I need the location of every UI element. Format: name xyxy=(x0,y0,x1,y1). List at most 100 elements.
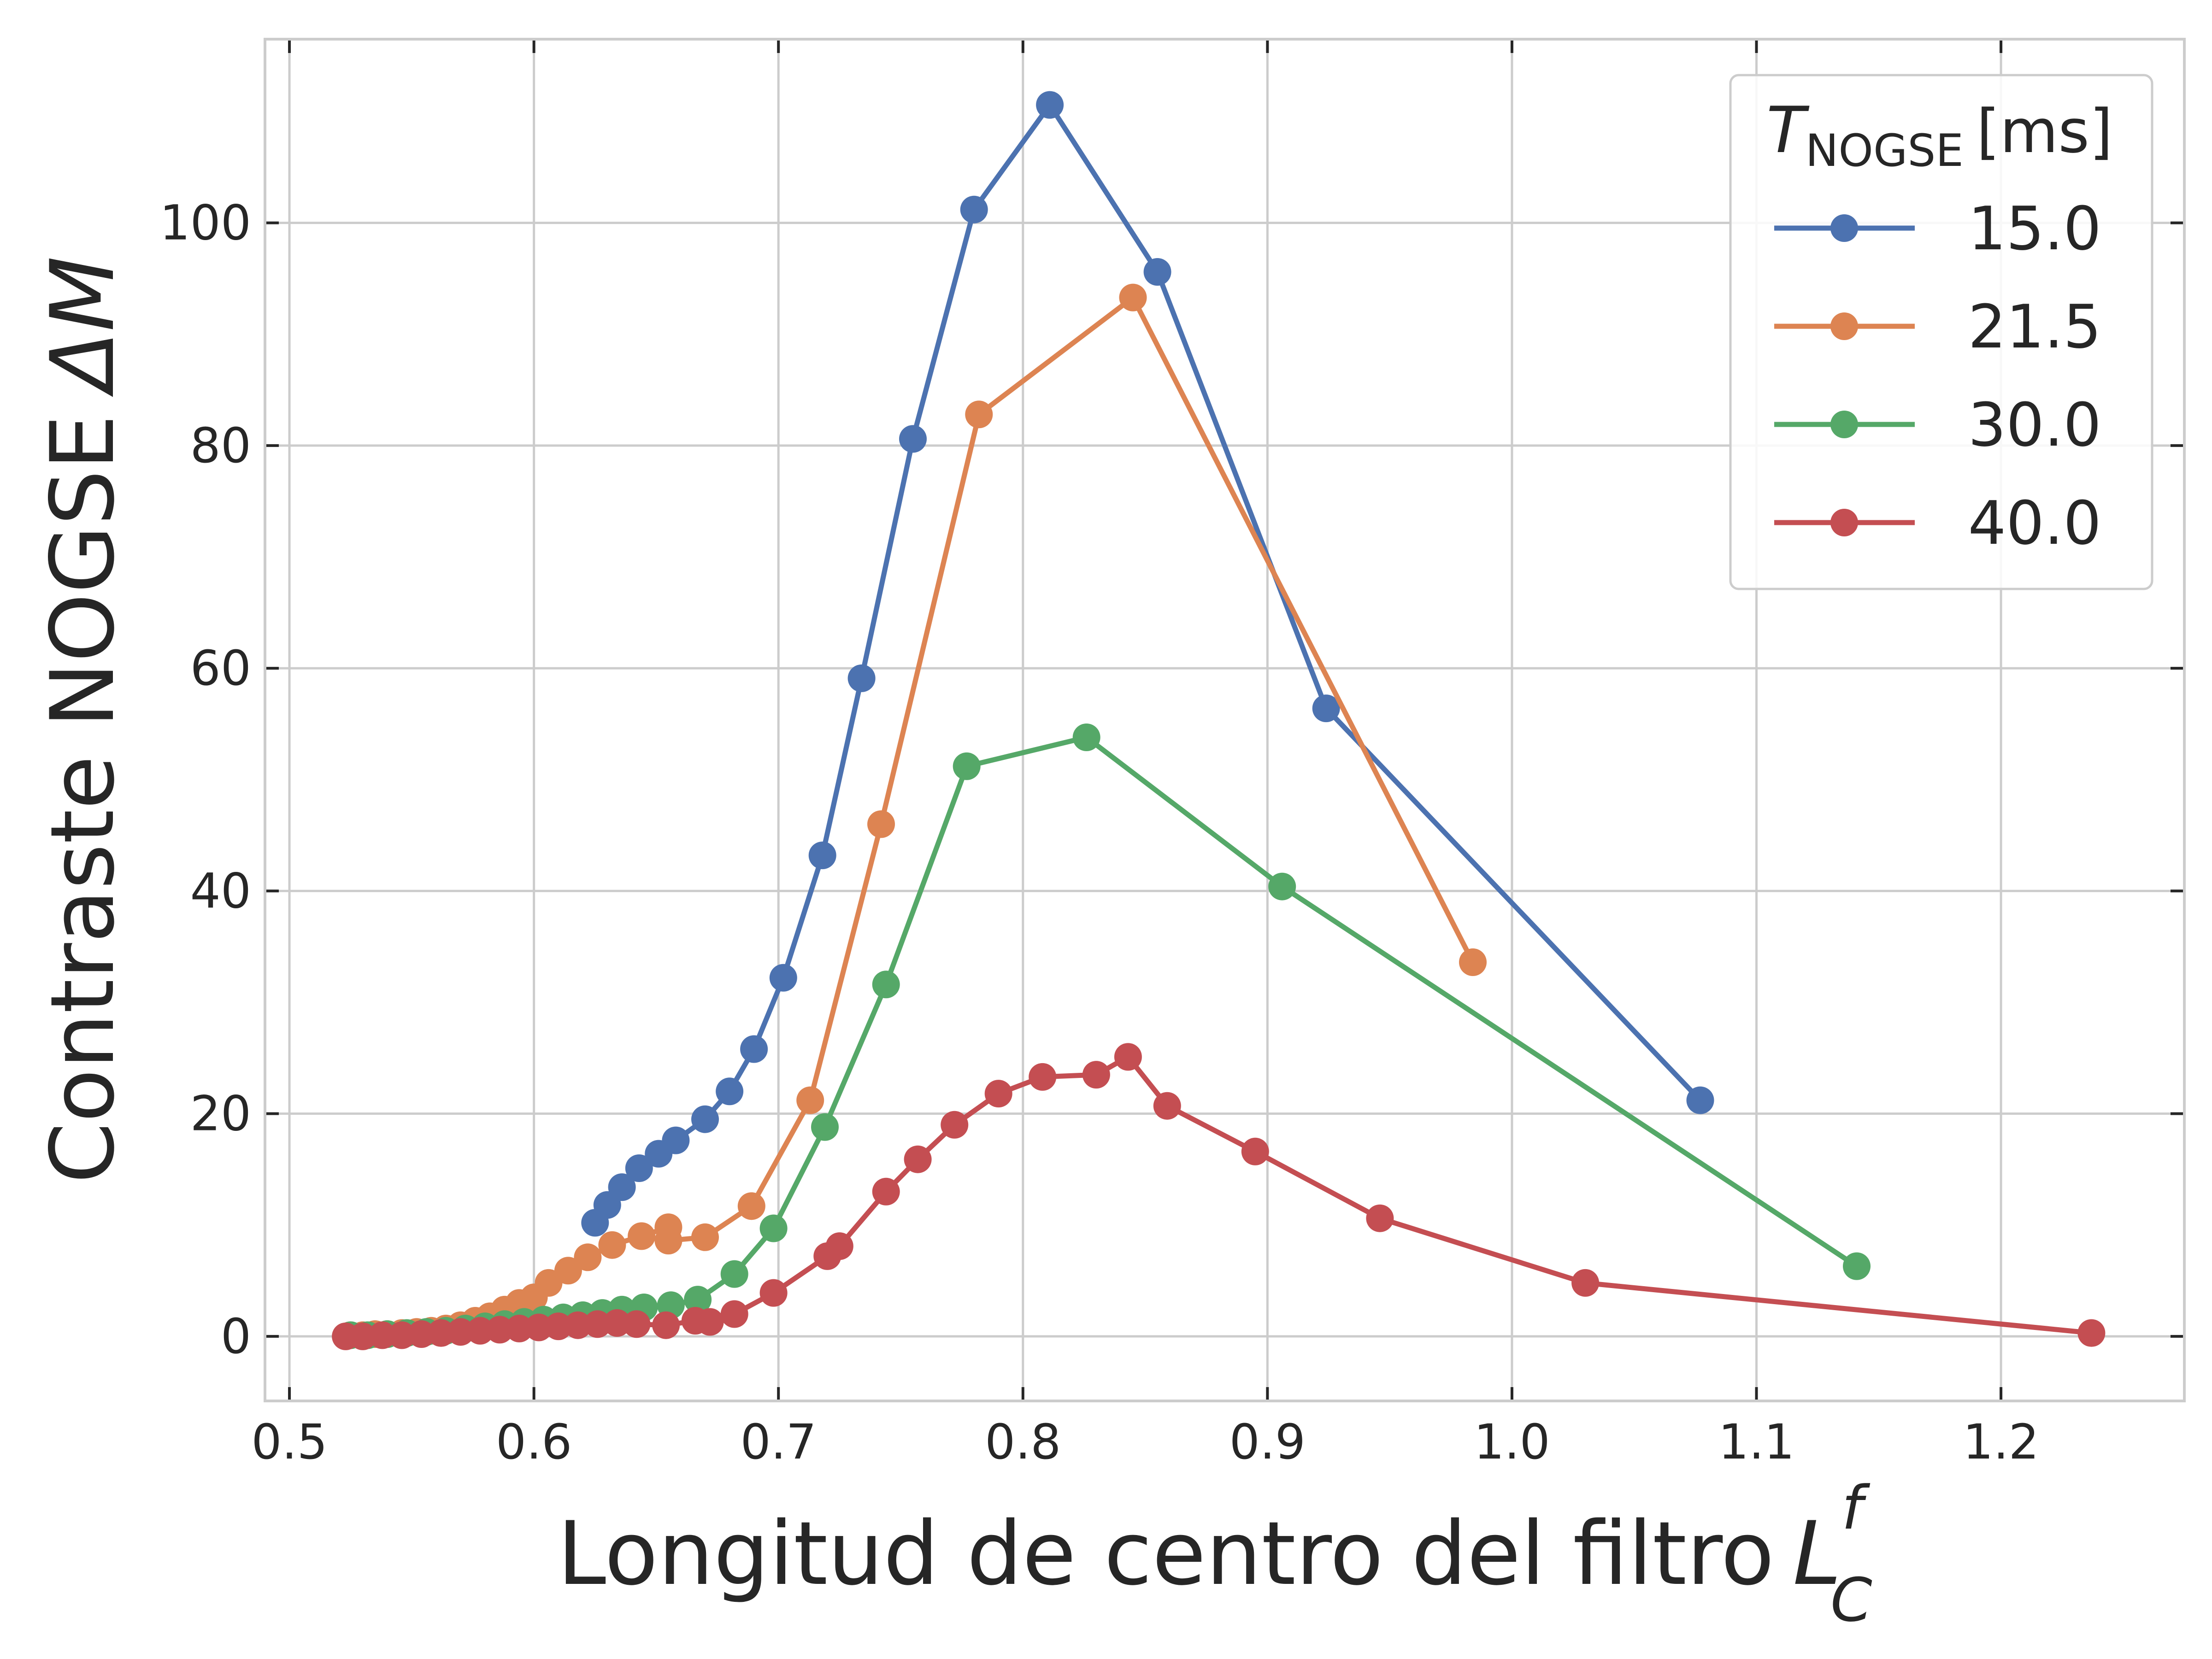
data-point xyxy=(811,1113,839,1141)
legend-entries: 15.0 21.5 30.0 40.0 xyxy=(1774,194,2101,558)
legend-entry: 40.0 xyxy=(1774,488,2101,558)
legend-label: 40.0 xyxy=(1968,488,2101,558)
data-point xyxy=(941,1111,969,1139)
data-point xyxy=(598,1231,626,1259)
data-point xyxy=(2077,1319,2106,1347)
data-point xyxy=(696,1308,724,1336)
legend-swatch-marker xyxy=(1830,509,1858,536)
legend-swatch-marker xyxy=(1830,214,1858,242)
legend-frame xyxy=(1729,74,2153,590)
data-point xyxy=(427,1319,455,1347)
data-point xyxy=(1571,1269,1600,1297)
data-point xyxy=(1153,1092,1181,1120)
data-point xyxy=(796,1086,824,1114)
data-point xyxy=(505,1314,533,1342)
data-point xyxy=(808,841,836,870)
series-40.0 xyxy=(332,1043,2106,1350)
y-tick-label: 60 xyxy=(190,640,251,696)
y-axis-title: Contraste NOGSE ΔM xyxy=(32,256,134,1184)
series-group xyxy=(332,91,2106,1350)
legend-label: 21.5 xyxy=(1968,292,2101,362)
x-tick-label: 0.9 xyxy=(1230,1414,1306,1470)
data-point xyxy=(759,1279,788,1307)
data-point xyxy=(984,1080,1012,1108)
data-point xyxy=(608,1173,636,1201)
data-point xyxy=(1241,1137,1269,1165)
data-point xyxy=(737,1192,765,1220)
data-point xyxy=(872,971,900,999)
data-point xyxy=(1268,872,1296,900)
y-tick-label: 0 xyxy=(221,1308,251,1365)
data-point xyxy=(583,1310,612,1338)
data-point xyxy=(953,752,981,780)
data-point xyxy=(625,1154,653,1182)
legend: TNOGSE [ms] 15.0 21.5 30.0 40.0 xyxy=(1729,74,2153,590)
data-point xyxy=(691,1105,719,1133)
data-point xyxy=(899,425,927,453)
data-point xyxy=(720,1300,748,1328)
data-point xyxy=(349,1322,377,1350)
x-tick-label: 1.2 xyxy=(1963,1414,2039,1470)
x-axis-title: Longitud de centro del filtro Lf C xyxy=(557,1473,1872,1635)
data-point xyxy=(1082,1061,1110,1089)
legend-entry: 21.5 xyxy=(1774,292,2101,362)
legend-label: 15.0 xyxy=(1968,194,2101,264)
x-tick-label: 0.6 xyxy=(496,1414,572,1470)
legend-title: TNOGSE [ms] xyxy=(1766,93,2112,176)
data-point xyxy=(628,1222,656,1250)
data-point xyxy=(759,1214,788,1242)
y-axis-title-symbol: ΔM xyxy=(32,256,134,397)
legend-entry: 15.0 xyxy=(1774,194,2101,264)
data-point xyxy=(1686,1086,1714,1114)
x-tick-label: 0.7 xyxy=(741,1414,817,1470)
y-tick-label: 40 xyxy=(190,863,251,919)
x-axis-title-symbol: L xyxy=(1793,1503,1841,1605)
data-point xyxy=(847,664,876,692)
data-point xyxy=(662,1126,690,1154)
data-point xyxy=(1029,1063,1057,1091)
data-point xyxy=(407,1320,435,1348)
data-point xyxy=(368,1321,396,1349)
legend-title-subscript: NOGSE xyxy=(1806,125,1964,176)
tick-labels: 0.5 0.6 0.7 0.8 0.9 1.0 1.1 1.2 0 20 40 60 80 100 xyxy=(159,195,2039,1470)
y-axis-title-text: Contraste NOGSE xyxy=(32,415,134,1184)
x-tick-label: 0.8 xyxy=(985,1414,1061,1470)
data-point xyxy=(1072,724,1100,751)
y-tick-label: 100 xyxy=(159,195,251,251)
data-point xyxy=(486,1316,514,1344)
ticks xyxy=(265,39,2184,1401)
data-point xyxy=(1843,1252,1871,1280)
legend-title-symbol: T xyxy=(1766,93,1810,167)
data-point xyxy=(544,1312,572,1341)
data-point xyxy=(388,1321,416,1349)
data-point xyxy=(564,1311,592,1339)
data-point xyxy=(965,400,993,429)
series-15.0 xyxy=(581,91,1714,1237)
legend-title-unit: [ms] xyxy=(1977,96,2113,166)
data-point xyxy=(654,1227,682,1255)
x-axis-title-text: Longitud de centro del filtro xyxy=(557,1503,1774,1605)
data-point xyxy=(720,1260,748,1288)
data-point xyxy=(1119,283,1147,312)
data-point xyxy=(716,1077,744,1106)
x-tick-label: 1.1 xyxy=(1718,1414,1794,1470)
data-point xyxy=(1459,948,1487,976)
x-tick-label: 0.5 xyxy=(251,1414,327,1470)
data-point xyxy=(960,195,988,224)
data-point xyxy=(447,1318,475,1346)
data-point xyxy=(466,1317,494,1345)
grid xyxy=(265,39,2184,1401)
data-point xyxy=(623,1310,651,1338)
x-tick-label: 1.0 xyxy=(1474,1414,1550,1470)
y-tick-label: 20 xyxy=(190,1086,251,1142)
data-point xyxy=(1366,1204,1394,1232)
legend-label: 30.0 xyxy=(1968,390,2101,460)
data-point xyxy=(769,964,797,992)
data-point xyxy=(1312,694,1340,723)
y-tick-label: 80 xyxy=(190,418,251,474)
data-point xyxy=(603,1309,631,1337)
data-point xyxy=(1036,91,1064,119)
data-point xyxy=(1114,1043,1142,1071)
data-point xyxy=(904,1145,932,1173)
